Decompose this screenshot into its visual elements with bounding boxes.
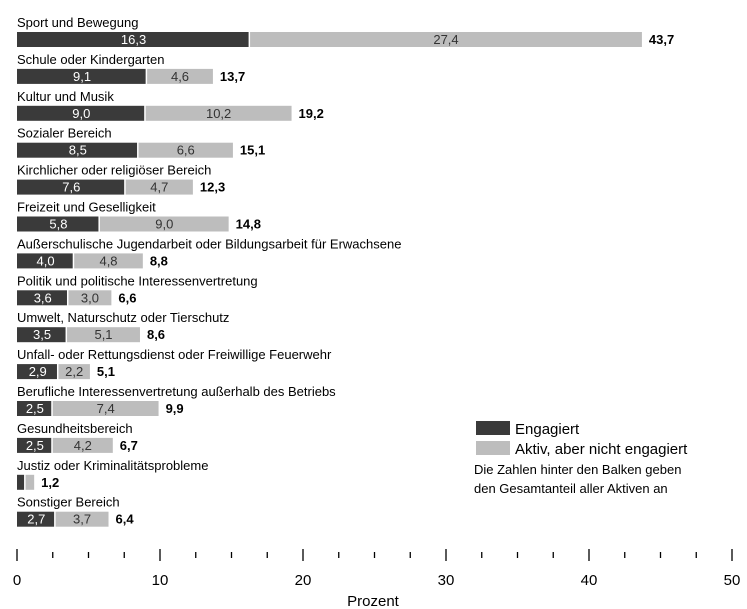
bar-engagiert [17,179,125,195]
category-label: Gesundheitsbereich [17,421,133,436]
bar-aktiv [52,437,113,453]
bar-engagiert [17,364,57,380]
total-label: 9,9 [166,401,184,416]
bar-aktiv [138,142,233,158]
total-label: 8,8 [150,253,168,268]
category-label: Außerschulische Jugendarbeit oder Bildun… [17,236,401,251]
bar-aktiv [58,364,90,380]
data-label-aktiv: 3,0 [81,290,99,305]
x-tick-label: 50 [724,572,741,589]
bars-group: Sport und Bewegung 16,3 27,4 43,7 Schule ode… [17,15,674,527]
total-label: 13,7 [220,69,245,84]
bar-engagiert [17,32,249,47]
data-label-engagiert: 2,5 [26,438,44,453]
bar-engagiert [17,511,55,527]
bar-engagiert [17,401,52,416]
bar-aktiv [74,253,143,269]
total-label: 12,3 [200,180,225,195]
total-label: 6,6 [118,290,136,305]
total-label: 8,6 [147,327,165,342]
data-label-aktiv: 6,6 [177,143,195,158]
legend: Engagiert Aktiv, aber nicht engagiert Di… [474,421,688,496]
bar-aktiv [68,290,112,306]
data-label-aktiv: 9,0 [155,217,173,232]
data-label-engagiert: 8,5 [69,143,87,158]
x-tick-label: 40 [581,572,598,589]
legend-label-engagiert: Engagiert [515,421,580,438]
x-axis-title: Prozent [347,593,400,609]
category-label: Politik und politische Interessenvertret… [17,273,258,288]
bar-engagiert [17,290,67,306]
category-label: Sozialer Bereich [17,126,112,141]
category-label: Kirchlicher oder religiöser Bereich [17,163,211,178]
bar-aktiv [99,216,229,232]
bar-aktiv [250,32,642,47]
data-label-aktiv: 4,2 [74,438,92,453]
data-label-aktiv: 4,8 [99,253,117,268]
data-label-aktiv: 7,4 [97,401,115,416]
total-label: 6,4 [116,512,135,527]
category-label: Umwelt, Naturschutz oder Tierschutz [17,310,229,325]
bar-aktiv [25,474,35,490]
data-label-engagiert: 3,6 [34,290,52,305]
category-label: Schule oder Kindergarten [17,52,164,67]
category-label: Berufliche Interessenvertretung außerhal… [17,384,336,399]
data-label-engagiert: 2,5 [26,401,44,416]
data-label-engagiert: 5,8 [49,217,67,232]
legend-swatch-engagiert [476,421,510,435]
data-label-engagiert: 2,9 [29,364,47,379]
bar-aktiv [125,179,193,195]
bar-aktiv [67,327,140,343]
data-label-aktiv: 5,1 [94,327,112,342]
legend-note-line-2: den Gesamtanteil aller Aktiven an [474,481,668,496]
data-label-aktiv: 27,4 [433,32,458,47]
bar-engagiert [17,105,145,121]
category-label: Sonstiger Bereich [17,495,120,510]
data-label-engagiert: 9,0 [72,106,90,121]
legend-swatch-aktiv [476,441,510,455]
x-tick-label: 30 [438,572,455,589]
total-label: 15,1 [240,143,265,158]
data-label-aktiv: 10,2 [206,106,231,121]
data-label-aktiv: 4,6 [171,69,189,84]
bar-engagiert [17,474,25,490]
x-tick-label: 0 [13,572,21,589]
bar-aktiv [55,511,109,527]
bar-aktiv [145,105,292,121]
total-label: 1,2 [41,475,59,490]
data-label-engagiert: 7,6 [62,180,80,195]
total-label: 43,7 [649,32,674,47]
data-label-aktiv: 3,7 [73,512,91,527]
total-label: 6,7 [120,438,138,453]
x-tick-label: 10 [152,572,169,589]
legend-label-aktiv: Aktiv, aber nicht engagiert [515,441,688,458]
legend-note-line-1: Die Zahlen hinter den Balken geben [474,462,681,477]
bar-aktiv [52,401,159,416]
data-label-aktiv: 2,2 [65,364,83,379]
category-label: Unfall- oder Rettungsdienst oder Freiwil… [17,347,332,362]
bar-engagiert [17,142,138,158]
category-label: Kultur und Musik [17,89,114,104]
data-label-engagiert: 3,5 [33,327,51,342]
data-label-engagiert: 9,1 [73,69,91,84]
total-label: 19,2 [299,106,324,121]
x-axis: 0 10 20 30 40 50 [13,549,741,589]
data-label-aktiv: 4,7 [150,180,168,195]
total-label: 14,8 [236,217,261,232]
data-label-engagiert: 16,3 [121,32,146,47]
category-label: Freizeit und Geselligkeit [17,200,156,215]
category-label: Sport und Bewegung [17,15,138,30]
data-label-engagiert: 4,0 [37,253,55,268]
bar-engagiert [17,216,99,232]
bar-engagiert [17,327,66,343]
category-label: Justiz oder Kriminalitätsprobleme [17,458,208,473]
bar-engagiert [17,68,146,84]
bar-engagiert [17,437,52,453]
x-tick-label: 20 [295,572,312,589]
data-label-engagiert: 2,7 [27,512,45,527]
bar-engagiert [17,253,73,269]
bar-aktiv [147,68,213,84]
total-label: 5,1 [97,364,115,379]
